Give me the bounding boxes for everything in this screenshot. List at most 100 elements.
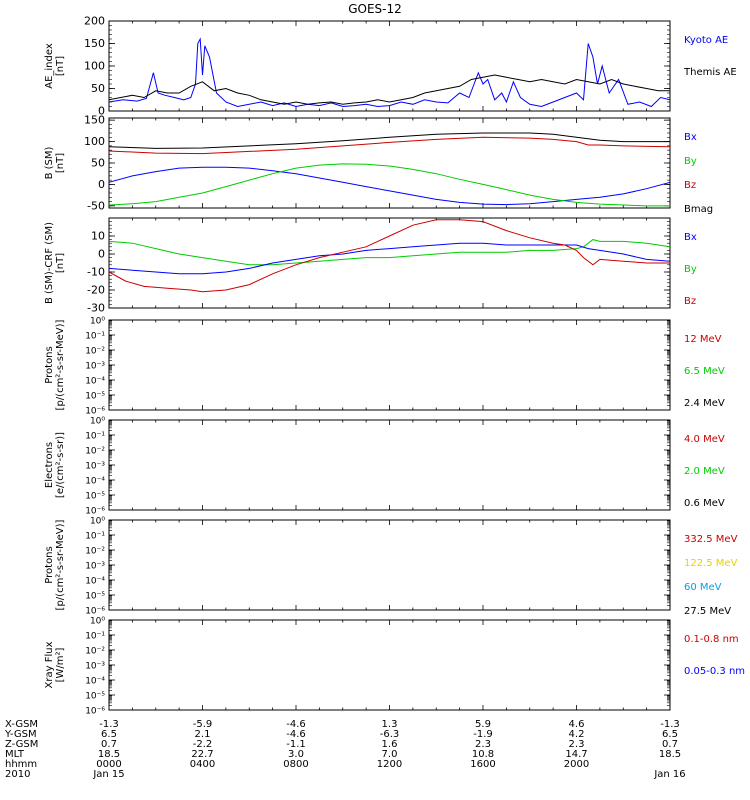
y-tick-label: 10⁻² [85, 447, 105, 457]
legend-entry: 60 MeV [684, 582, 722, 593]
legend-entry: Bz [684, 296, 696, 307]
y-tick-label: 10⁻⁶ [85, 707, 105, 717]
series-line-kyoto-ae [109, 37, 670, 108]
y-axis-label: Protons[p/(cm²-s-sr-MeV)] [44, 519, 66, 610]
legend-entry: By [684, 264, 697, 275]
y-axis-label: Xray Flux[W/m²] [44, 641, 66, 688]
y-axis-label: B (SM)[nT] [44, 146, 66, 179]
y-tick-label: 10⁻⁴ [85, 677, 105, 687]
x-tick-label: 6.5 [662, 729, 678, 740]
x-tick-label: 1600 [470, 759, 495, 770]
legend-entry: Bx [684, 132, 697, 143]
y-tick-label: 100 [84, 135, 105, 148]
panel-frame [108, 619, 671, 711]
x-tick-label: 22.7 [191, 749, 213, 760]
series-line-bz [109, 136, 670, 155]
y-tick-label: 150 [84, 114, 105, 127]
y-tick-label: 10⁻² [85, 647, 105, 657]
y-tick-label: 0 [98, 178, 105, 191]
y-tick-label: 10⁻⁵ [85, 692, 105, 702]
x-tick-label: 0000 [96, 759, 121, 770]
x-tick-label: Jan 16 [653, 769, 685, 780]
x-tick-label: 0.7 [662, 739, 678, 750]
figure-title: GOES-12 [348, 2, 402, 16]
x-tick-label: 5.9 [475, 719, 491, 730]
x-tick-label: 7.0 [382, 749, 398, 760]
y-tick-label: 10⁻⁵ [85, 392, 105, 402]
y-tick-label: 10⁻⁶ [85, 607, 105, 617]
y-tick-label: 10⁻² [85, 547, 105, 557]
x-tick-label: 1.3 [382, 719, 398, 730]
y-tick-label: -20 [87, 284, 105, 297]
y-tick-label: 10⁰ [90, 617, 105, 627]
x-tick-label: 2.3 [475, 739, 491, 750]
x-tick-label: 14.7 [565, 749, 587, 760]
x-tick-label: 6.5 [101, 729, 117, 740]
y-tick-label: 0 [98, 248, 105, 261]
x-tick-label: 2.1 [195, 729, 211, 740]
x-tick-label: -2.2 [193, 739, 213, 750]
panel-4: 10⁻⁶ 10⁻⁵ 10⁻⁴ 10⁻³ 10⁻² 10⁻¹ 10⁰ Protons[p/(cm… [44, 317, 725, 417]
legend-entry: 12 MeV [684, 334, 722, 345]
x-row-label: hhmm [5, 759, 37, 770]
y-tick-label: -50 [87, 199, 105, 212]
y-tick-label: 10⁻³ [85, 362, 105, 372]
y-axis-label: Protons[p/(cm²-s-sr-MeV)] [44, 319, 66, 410]
y-tick-label: 150 [84, 37, 105, 50]
y-tick-label: 10⁻⁴ [85, 477, 105, 487]
x-tick-label: -4.6 [286, 719, 306, 730]
x-row-label: 2010 [5, 769, 30, 780]
y-tick-label: 10⁻⁵ [85, 592, 105, 602]
legend-entry: 0.6 MeV [684, 498, 725, 509]
y-tick-label: -30 [87, 302, 105, 315]
legend-entry: 2.0 MeV [684, 466, 725, 477]
y-tick-label: 200 [84, 15, 105, 28]
y-axis-label: B (SM)-CRF (SM)[nT] [44, 222, 66, 304]
y-axis-label: Electrons[e/(cm²-s-sr)] [44, 432, 66, 498]
y-tick-label: 10⁻² [85, 347, 105, 357]
x-tick-label: 0400 [190, 759, 215, 770]
legend-entry: 27.5 MeV [684, 606, 731, 617]
y-tick-label: 50 [91, 157, 105, 170]
series-line-themis-ae [109, 74, 670, 105]
series-line-bz [109, 219, 670, 293]
x-tick-label: 4.6 [569, 719, 585, 730]
panel-frame [108, 519, 671, 611]
y-tick-label: 10⁻³ [85, 662, 105, 672]
x-tick-label: 1.6 [382, 739, 398, 750]
panel-frame [108, 217, 671, 309]
series-line-bx [109, 166, 670, 206]
legend-entry: Bx [684, 232, 697, 243]
x-row-label: Y-GSM [4, 729, 37, 740]
x-tick-label: 2000 [564, 759, 589, 770]
x-tick-label: 3.0 [288, 749, 304, 760]
y-tick-label: 50 [91, 82, 105, 95]
y-axis-label: AE_index[nT] [44, 43, 66, 89]
series-line-bmag [109, 132, 670, 149]
x-tick-label: 1200 [377, 759, 402, 770]
y-tick-label: -10 [87, 266, 105, 279]
x-row-label: Z-GSM [5, 739, 38, 750]
y-tick-label: 10⁻¹ [85, 532, 105, 542]
y-tick-label: 10⁰ [90, 517, 105, 527]
x-tick-label: Jan 15 [92, 769, 124, 780]
legend-entry: 122.5 MeV [684, 558, 738, 569]
series-line-by [109, 163, 670, 207]
y-tick-label: 100 [84, 60, 105, 73]
x-tick-label: 0.7 [101, 739, 117, 750]
x-tick-label: -1.1 [286, 739, 306, 750]
series-line-bx [109, 242, 670, 275]
x-tick-label: 18.5 [659, 749, 681, 760]
y-tick-label: 10⁻⁴ [85, 577, 105, 587]
x-row-label: MLT [5, 749, 25, 760]
y-tick-label: 10⁻⁴ [85, 377, 105, 387]
y-tick-label: 10⁻⁶ [85, 407, 105, 417]
legend-entry: Bz [684, 180, 696, 191]
legend-entry: 0.1-0.8 nm [684, 634, 739, 645]
panel-7: 10⁻⁶ 10⁻⁵ 10⁻⁴ 10⁻³ 10⁻² 10⁻¹ 10⁰ Xray Flux[W/m… [44, 617, 745, 717]
x-tick-label: 18.5 [98, 749, 120, 760]
x-tick-label: 4.2 [569, 729, 585, 740]
x-row-label: X-GSM [5, 719, 38, 730]
